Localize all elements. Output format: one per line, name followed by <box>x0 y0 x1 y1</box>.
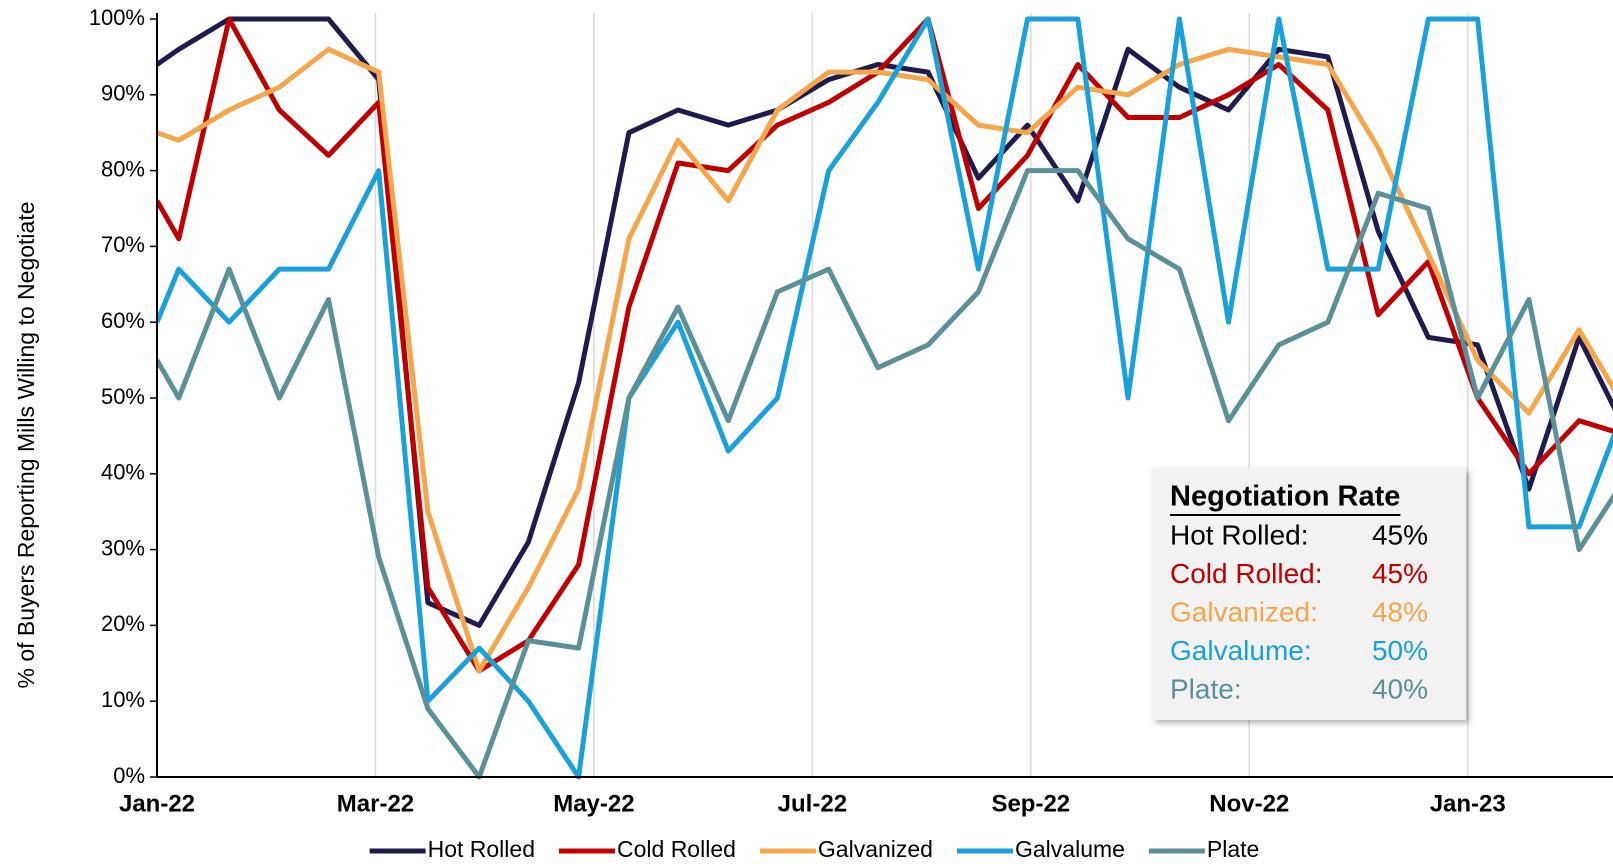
x-tick-label: Jan-23 <box>1430 790 1506 817</box>
inset-label: Galvanized: <box>1170 596 1318 627</box>
y-tick-label: 70% <box>101 232 145 257</box>
grid <box>374 13 1469 777</box>
inset-value: 45% <box>1372 558 1428 589</box>
y-tick-label: 20% <box>101 611 145 636</box>
inset-label: Hot Rolled: <box>1170 519 1309 550</box>
legend-item: Plate <box>1148 836 1259 862</box>
legend: Hot Rolled Cold Rolled Galvanized Galvalume… <box>369 836 1259 862</box>
legend-item: Galvalume <box>957 836 1125 862</box>
x-tick-label: Jan-22 <box>119 790 195 817</box>
series-line <box>157 16 1613 780</box>
y-tick-label: 50% <box>101 384 145 409</box>
legend-label: Cold Rolled <box>617 836 736 862</box>
x-tick-label: Nov-22 <box>1209 790 1289 817</box>
legend-label: Plate <box>1207 836 1259 862</box>
inset-background <box>1152 468 1466 720</box>
legend-item: Cold Rolled <box>559 836 736 862</box>
x-tick-label: Sep-22 <box>991 790 1070 817</box>
inset-label: Galvalume: <box>1170 635 1312 666</box>
axes: 0% 10% 20% 30% 40% 50% 60% 70% 80% 90% 100% Jan-22 M… <box>89 5 1613 817</box>
y-tick-label: 30% <box>101 535 145 560</box>
x-tick-label: Jul-22 <box>778 790 847 817</box>
legend-item: Hot Rolled <box>369 836 535 862</box>
x-tick-label: May-22 <box>553 790 634 817</box>
inset-value: 50% <box>1372 635 1428 666</box>
legend-item: Galvanized <box>759 836 933 862</box>
y-tick-label: 100% <box>89 5 145 30</box>
inset-box: Negotiation Rate Hot Rolled: 45% Cold Rolle… <box>1152 468 1466 720</box>
legend-label: Galvanized <box>818 836 933 862</box>
x-tick-label: Mar-22 <box>337 790 414 817</box>
inset-value: 45% <box>1372 519 1428 550</box>
legend-label: Hot Rolled <box>428 836 535 862</box>
inset-label: Cold Rolled: <box>1170 558 1323 589</box>
inset-title: Negotiation Rate <box>1170 481 1400 513</box>
legend-label: Galvalume <box>1015 836 1125 862</box>
y-axis-label: % of Buyers Reporting Mills Willing to N… <box>13 201 39 688</box>
y-tick-label: 60% <box>101 308 145 333</box>
y-tick-label: 90% <box>101 81 145 106</box>
lines <box>157 16 1613 780</box>
series-line <box>157 46 1613 674</box>
inset-value: 48% <box>1372 596 1428 627</box>
series-line <box>157 168 1613 780</box>
y-tick-label: 80% <box>101 156 145 181</box>
y-tick-label: 10% <box>101 687 145 712</box>
inset-label: Plate: <box>1170 673 1242 704</box>
y-tick-label: 40% <box>101 460 145 485</box>
inset-value: 40% <box>1372 673 1428 704</box>
y-tick-label: 0% <box>113 763 145 788</box>
